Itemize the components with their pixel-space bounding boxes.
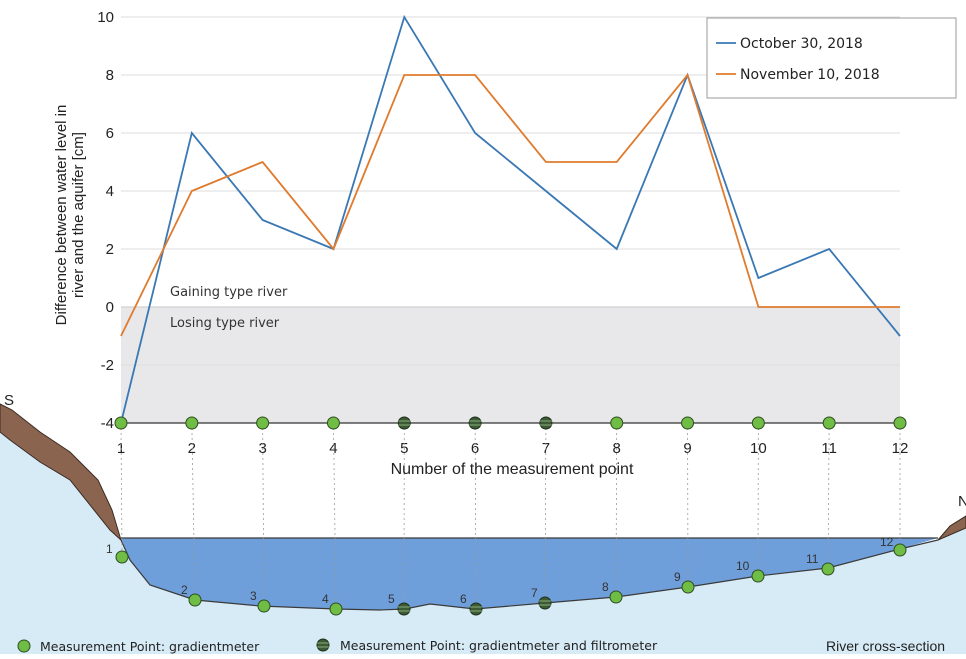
legend-label-november: November 10, 2018: [740, 67, 880, 83]
y-tick-label: 2: [106, 241, 114, 258]
y-tick-label: 8: [106, 67, 114, 84]
cross-section-marker: [398, 603, 410, 615]
axis-marker: [186, 417, 198, 429]
cross-section-label: River cross-section: [826, 638, 945, 654]
axis-marker: [469, 417, 481, 429]
cross-section-marker: [894, 544, 906, 556]
axis-marker: [823, 417, 835, 429]
cross-section-marker: [116, 551, 128, 563]
cross-section-point-label: 7: [531, 586, 538, 600]
cross-section-point-label: 11: [806, 552, 819, 566]
cross-section-point-label: 8: [602, 580, 609, 594]
cross-section-point-label: 4: [322, 592, 329, 606]
losing-label: Losing type river: [170, 316, 280, 331]
y-tick-label: 0: [106, 299, 114, 316]
south-label: S: [4, 392, 14, 409]
y-tick-labels: -4 -2 0 2 4 6 8 10: [97, 9, 114, 432]
y-axis-title-line-2: river and the aquifer [cm]: [70, 132, 87, 298]
y-tick-label: 4: [106, 183, 114, 200]
y-tick-label: 6: [106, 125, 114, 142]
axis-marker: [115, 417, 127, 429]
cross-section-marker: [539, 597, 551, 609]
cross-section-marker: [330, 603, 342, 615]
y-axis-title-line-1: Difference between water level in: [53, 105, 70, 326]
cross-section-point-label: 6: [460, 592, 467, 606]
cross-section-point-label: 2: [181, 583, 188, 597]
cross-section-marker: [610, 591, 622, 603]
axis-marker: [752, 417, 764, 429]
axis-marker: [682, 417, 694, 429]
gaining-label: Gaining type river: [170, 285, 288, 300]
y-tick-label: 10: [97, 9, 114, 26]
axis-marker: [398, 417, 410, 429]
cross-section-marker: [822, 563, 834, 575]
y-tick-label: -2: [101, 357, 114, 374]
legend-gradientmeter-filtrometer-label: Measurement Point: gradientmeter and fil…: [340, 638, 658, 653]
legend-gradientmeter-icon: [18, 640, 30, 652]
axis-marker: [894, 417, 906, 429]
north-label: N: [958, 493, 966, 510]
cross-section-marker: [682, 581, 694, 593]
cross-section-point-label: 9: [674, 570, 681, 584]
cross-section-point-label: 3: [250, 589, 257, 603]
axis-marker: [257, 417, 269, 429]
cross-section-point-label: 5: [388, 592, 395, 606]
axis-marker: [611, 417, 623, 429]
cross-section-marker: [189, 594, 201, 606]
cross-section-point-label: 1: [106, 542, 113, 556]
y-tick-label: -4: [101, 415, 114, 432]
x-axis-title: Number of the measurement point: [391, 461, 634, 478]
cross-section-marker: [470, 603, 482, 615]
axis-marker: [327, 417, 339, 429]
legend-label-october: October 30, 2018: [740, 36, 863, 52]
legend-gradientmeter-label: Measurement Point: gradientmeter: [40, 639, 260, 654]
x-tick-label: 2: [188, 440, 196, 457]
legend-gradientmeter-filtrometer-icon: [317, 639, 329, 651]
cross-section-point-label: 12: [880, 535, 894, 549]
cross-section-marker: [752, 570, 764, 582]
axis-marker: [540, 417, 552, 429]
cross-section-point-label: 10: [736, 559, 750, 573]
legend: October 30, 2018 November 10, 2018: [707, 18, 956, 98]
cross-section-marker: [258, 600, 270, 612]
